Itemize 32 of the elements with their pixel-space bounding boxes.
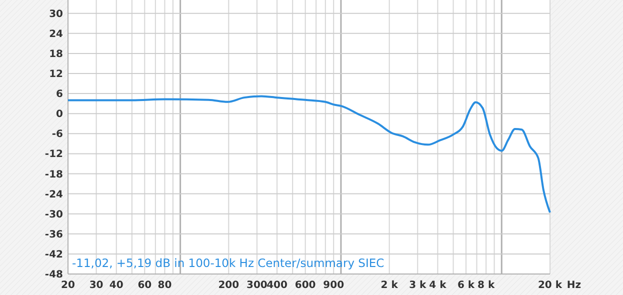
x-tick-label: 60: [138, 280, 152, 291]
y-tick-label: 24: [49, 28, 64, 40]
y-tick-label: 0: [56, 109, 64, 120]
x-tick-label: 6 k: [457, 280, 475, 291]
y-tick-label: 12: [49, 69, 64, 80]
x-tick-label: 20: [61, 280, 75, 291]
x-tick-label: 40: [109, 280, 124, 291]
x-tick-label: 80: [158, 280, 172, 291]
y-tick-label: -18: [44, 169, 64, 180]
y-tick-label: -24: [44, 189, 64, 200]
y-tick-label: 6: [56, 89, 64, 100]
y-tick-label: 30: [49, 8, 64, 20]
y-tick-label: 18: [49, 48, 64, 60]
x-tick-label: 4 k: [429, 280, 447, 291]
y-tick-label: -36: [44, 229, 64, 240]
x-tick-label: 900: [323, 280, 344, 291]
y-tick-label: -12: [44, 149, 64, 160]
x-tick-label: 3 k: [409, 280, 427, 291]
x-tick-label: 200: [218, 280, 240, 291]
x-tick-label: 2 k: [380, 280, 398, 291]
x-tick-label: 400: [266, 280, 288, 291]
x-tick-label: 300: [246, 280, 268, 291]
x-tick-label: 20 k: [538, 280, 562, 291]
x-axis-title: Hz: [566, 280, 582, 291]
y-tick-label: -48: [44, 270, 64, 280]
x-tick-label: 30: [89, 280, 104, 291]
annotation: -11,02, +5,19 dB in 100-10k Hz Center/summary SIEC: [72, 256, 384, 270]
y-tick-label: -30: [44, 209, 64, 220]
x-tick-label: 600: [294, 280, 316, 291]
y-tick-label: -42: [44, 249, 64, 260]
y-tick-label: -6: [52, 129, 64, 140]
x-tick-label: 8 k: [478, 280, 495, 291]
